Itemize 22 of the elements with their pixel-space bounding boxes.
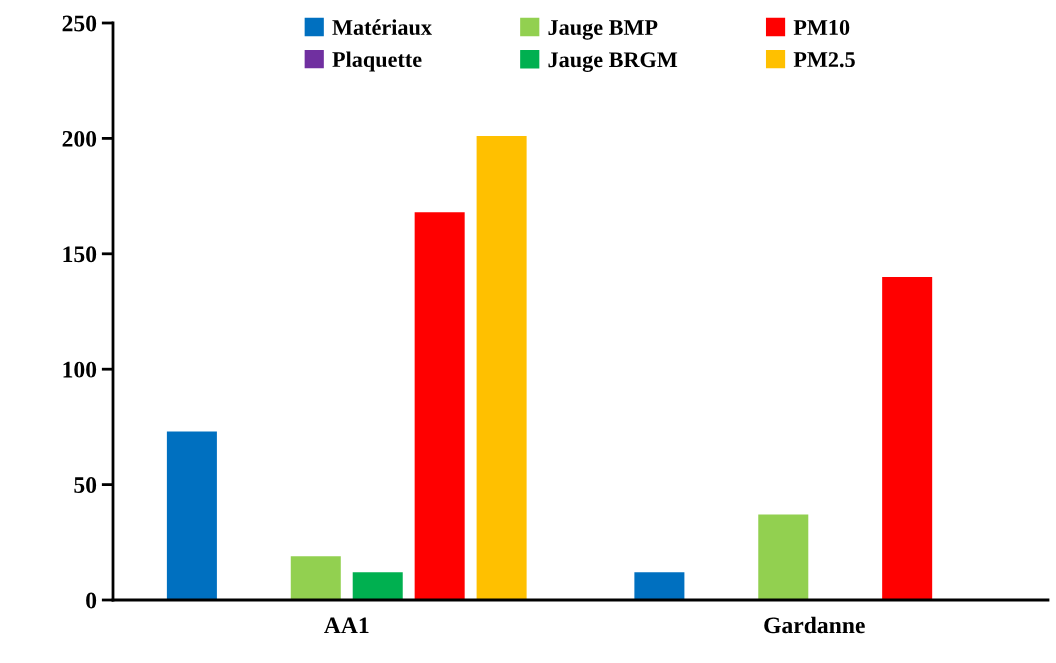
x-tick-label: AA1	[324, 617, 369, 634]
legend-label: Plaquette	[332, 51, 422, 72]
y-tick-label: 50	[74, 477, 97, 494]
bar	[290, 556, 341, 600]
bar	[166, 431, 217, 600]
bar	[882, 276, 933, 600]
legend-label: PM2.5	[793, 52, 855, 68]
y-tick-label: 200	[62, 130, 97, 147]
legend-label: Matériaux	[332, 19, 432, 36]
legend-label: Jauge BMP	[548, 20, 658, 40]
legend-label: PM10	[793, 20, 850, 35]
bar	[352, 572, 403, 600]
bar	[634, 572, 685, 600]
y-tick-label: 150	[63, 246, 97, 263]
y-tick-label: 100	[63, 361, 97, 378]
y-tick-label: 0	[86, 592, 97, 609]
bar	[758, 514, 809, 600]
y-tick-label: 250	[62, 15, 97, 32]
x-tick-label: Gardanne	[764, 616, 865, 634]
legend-label: Jauge BRGM	[548, 52, 678, 72]
bar	[414, 212, 465, 600]
bar	[476, 136, 527, 600]
